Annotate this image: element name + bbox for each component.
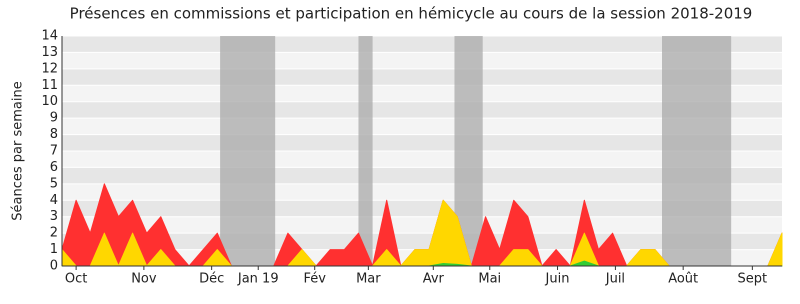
y-tick-label: 5 (50, 176, 58, 191)
x-tick-label: Déc (199, 272, 224, 287)
x-tick-label: Août (668, 272, 698, 287)
chart-title: Présences en commissions et participatio… (70, 5, 753, 23)
y-axis-label: Séances par semaine (11, 81, 26, 220)
x-tick-label: Fév (303, 272, 326, 287)
y-tick-label: 14 (41, 29, 58, 44)
x-tick-label: Mai (478, 272, 501, 287)
y-tick-label: 3 (50, 209, 58, 224)
x-tick-label: Oct (65, 272, 87, 287)
y-tick-label: 2 (50, 226, 58, 241)
y-tick-label: 7 (50, 144, 58, 159)
y-tick-label: 0 (50, 259, 58, 274)
x-tick-label: Avr (423, 272, 445, 287)
holiday-band (220, 36, 276, 266)
y-tick-label: 1 (50, 242, 58, 257)
y-tick-label: 8 (50, 127, 58, 142)
x-tick-label: Juil (605, 272, 625, 287)
y-tick-label: 9 (50, 111, 58, 126)
y-tick-label: 6 (50, 160, 58, 175)
y-tick-label: 10 (41, 94, 58, 109)
x-tick-label: Juin (545, 272, 570, 287)
y-tick-label: 11 (41, 78, 58, 93)
y-tick-label: 4 (50, 193, 58, 208)
x-tick-label: Sept (738, 272, 768, 287)
holiday-band (358, 36, 373, 266)
x-tick-label: Mar (356, 272, 381, 287)
y-tick-label: 13 (41, 45, 58, 60)
holiday-band (662, 36, 732, 266)
x-tick-label: Jan 19 (237, 272, 279, 287)
y-tick-label: 12 (41, 61, 58, 76)
x-tick-label: Nov (131, 272, 157, 287)
